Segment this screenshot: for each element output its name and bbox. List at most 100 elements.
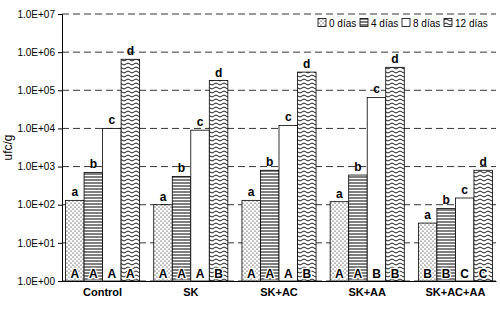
y-tick-mark <box>58 14 62 15</box>
bar <box>191 130 210 281</box>
plot: aAaAaAaAaBbAbAbAbAbBcAcAcAcBcCdAdBdBdBdC… <box>17 9 496 298</box>
annotation-bottom: C <box>460 267 469 281</box>
legend-item: 12 días <box>444 18 488 29</box>
annotation-top: d <box>391 52 398 66</box>
bar <box>84 172 103 281</box>
annotation-top: a <box>160 190 167 204</box>
annotation-bottom: B <box>391 267 400 281</box>
bar <box>330 202 349 281</box>
annotation-bottom: B <box>214 267 223 281</box>
annotation-bottom: B <box>442 267 451 281</box>
annotation-top: a <box>336 187 343 201</box>
x-tick: SK+AC+AA <box>425 281 485 298</box>
annotation-top: c <box>108 113 115 127</box>
legend-item: 8 días <box>402 18 440 29</box>
y-tick-label: 1.0E+04 <box>17 123 55 134</box>
y-tick: 1.0E+04 <box>17 123 62 134</box>
x-tick-label: Control <box>83 286 122 298</box>
annotation-top: c <box>373 82 380 96</box>
legend-swatch <box>444 19 452 27</box>
y-tick-mark <box>58 205 62 206</box>
bar <box>172 176 191 281</box>
legend-background <box>315 15 493 30</box>
annotation-bottom: A <box>265 267 274 281</box>
y-tick-mark <box>58 128 62 129</box>
x-axis: Control SK SK+AC SK+AA SK+AC+AA <box>63 281 497 298</box>
annotation-bottom: B <box>302 267 311 281</box>
legend-swatch <box>360 19 368 27</box>
legend-label: 8 días <box>413 18 440 29</box>
bar <box>209 81 228 281</box>
annotation-bottom: A <box>159 267 168 281</box>
annotation-top: d <box>215 66 222 80</box>
annotation-bottom: A <box>196 267 205 281</box>
y-axis-title: ufc/g <box>1 134 15 160</box>
chart: aAaAaAaAaBbAbAbAbAbBcAcAcAcBcCdAdBdBdBdC… <box>0 0 500 309</box>
annotation-top: c <box>461 183 468 197</box>
legend-swatch <box>402 19 410 27</box>
y-tick-mark <box>58 52 62 53</box>
y-tick-label: 1.0E+00 <box>17 276 55 287</box>
y-tick-label: 1.0E+05 <box>17 85 55 96</box>
bar <box>455 198 474 281</box>
bar <box>367 97 386 281</box>
y-tick-label: 1.0E+02 <box>17 199 55 210</box>
x-tick-label: SK <box>183 286 198 298</box>
annotations: aAaAaAaAaBbAbAbAbAbBcAcAcAcBcCdAdBdBdBdC <box>70 44 487 281</box>
bar <box>260 170 279 281</box>
bar <box>349 175 368 281</box>
x-tick: SK+AA <box>348 281 386 298</box>
legend-swatch <box>318 19 326 27</box>
x-tick-label: SK+AA <box>348 286 386 298</box>
x-tick: SK <box>183 281 198 298</box>
annotation-bottom: A <box>284 267 293 281</box>
bars <box>66 59 493 281</box>
y-tick-label: 1.0E+06 <box>17 47 55 58</box>
annotation-top: d <box>127 44 134 58</box>
x-tick: Control <box>83 281 122 298</box>
annotation-bottom: B <box>372 267 381 281</box>
y-axis-line <box>58 15 63 282</box>
annotation-bottom: A <box>108 267 117 281</box>
annotation-bottom: A <box>177 267 186 281</box>
annotation-top: b <box>442 193 449 207</box>
bar <box>279 125 298 281</box>
bar <box>418 223 437 281</box>
bar <box>474 170 493 281</box>
y-tick-mark <box>58 167 62 168</box>
bar <box>386 67 405 281</box>
y-tick-mark <box>58 90 62 91</box>
y-tick: 1.0E+07 <box>17 9 62 20</box>
bar <box>121 59 140 281</box>
y-tick-label: 1.0E+07 <box>17 9 55 20</box>
legend-label: 0 días <box>329 18 356 29</box>
bar <box>437 208 456 281</box>
legend-label: 12 días <box>455 18 488 29</box>
annotation-top: d <box>480 155 487 169</box>
legend-item: 4 días <box>360 18 398 29</box>
annotation-bottom: A <box>335 267 344 281</box>
grid-line <box>62 14 496 15</box>
annotation-top: b <box>266 155 273 169</box>
y-tick: 1.0E+03 <box>17 161 62 172</box>
annotation-bottom: A <box>70 267 79 281</box>
annotation-top: a <box>424 208 431 222</box>
bar <box>298 72 317 281</box>
x-tick-label: SK+AC+AA <box>425 286 485 298</box>
legend: 0 días 4 días 8 días 12 días <box>315 15 493 30</box>
annotation-bottom: A <box>247 267 256 281</box>
bar <box>66 200 85 281</box>
x-tick: SK+AC <box>260 281 298 298</box>
y-tick: 1.0E+00 <box>17 276 62 287</box>
annotation-top: c <box>285 110 292 124</box>
x-axis-line <box>63 281 497 282</box>
y-tick: 1.0E+02 <box>17 199 62 210</box>
y-tick: 1.0E+06 <box>17 47 62 58</box>
annotation-bottom: A <box>354 267 363 281</box>
y-tick-label: 1.0E+01 <box>17 238 55 249</box>
bar <box>103 128 122 281</box>
annotation-bottom: A <box>126 267 135 281</box>
annotation-top: b <box>178 161 185 175</box>
x-tick-label: SK+AC <box>260 286 298 298</box>
y-tick-mark <box>58 281 62 282</box>
